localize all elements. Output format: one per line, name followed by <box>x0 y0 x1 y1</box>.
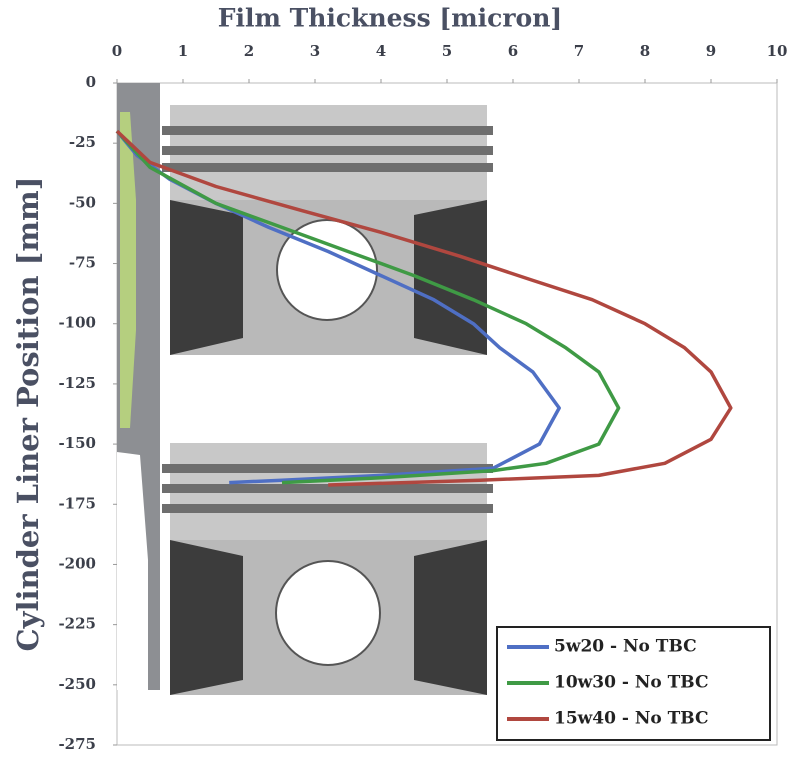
ring <box>162 504 493 513</box>
y-axis-title: Cylinder Liner Position [mm] <box>11 177 45 652</box>
y-tick-label: -75 <box>69 254 96 272</box>
ring <box>162 146 493 155</box>
y-tick-label: -200 <box>58 554 96 572</box>
x-tick-label: 8 <box>640 42 650 60</box>
y-tick-label: -150 <box>58 434 96 452</box>
y-tick-label: -175 <box>58 494 96 512</box>
y-tick-label: -225 <box>58 615 96 633</box>
y-tick-label: -25 <box>69 133 96 151</box>
chart: Film Thickness [micron] Cylinder Liner P… <box>0 0 796 757</box>
pin-bore <box>276 561 380 665</box>
ring <box>162 126 493 135</box>
y-tick-label: -250 <box>58 675 96 693</box>
x-tick-label: 10 <box>767 42 788 60</box>
x-tick-label: 6 <box>508 42 518 60</box>
y-tick-label: -275 <box>58 735 96 753</box>
x-tick-label: 3 <box>310 42 320 60</box>
x-tick-label: 1 <box>178 42 188 60</box>
y-tick-label: -50 <box>69 193 96 211</box>
x-tick-label: 7 <box>574 42 584 60</box>
legend: 5w20 - No TBC 10w30 - No TBC 15w40 - No TB… <box>497 627 770 740</box>
ring <box>162 163 493 172</box>
piston-wall <box>414 200 487 355</box>
y-tick-label: 0 <box>86 73 96 91</box>
piston-wall <box>414 540 487 695</box>
legend-label: 5w20 - No TBC <box>554 637 697 657</box>
x-tick-label: 4 <box>376 42 386 60</box>
x-tick-label: 2 <box>244 42 254 60</box>
piston-wall <box>170 540 243 695</box>
legend-label: 15w40 - No TBC <box>554 709 709 729</box>
x-tick-label: 5 <box>442 42 452 60</box>
y-tick-label: -125 <box>58 374 96 392</box>
x-tick-label: 0 <box>112 42 122 60</box>
y-tick-label: -100 <box>58 314 96 332</box>
piston-wall <box>170 200 243 355</box>
ring <box>162 484 493 493</box>
x-tick-label: 9 <box>706 42 716 60</box>
legend-label: 10w30 - No TBC <box>554 673 709 693</box>
x-axis-title: Film Thickness [micron] <box>218 4 563 33</box>
